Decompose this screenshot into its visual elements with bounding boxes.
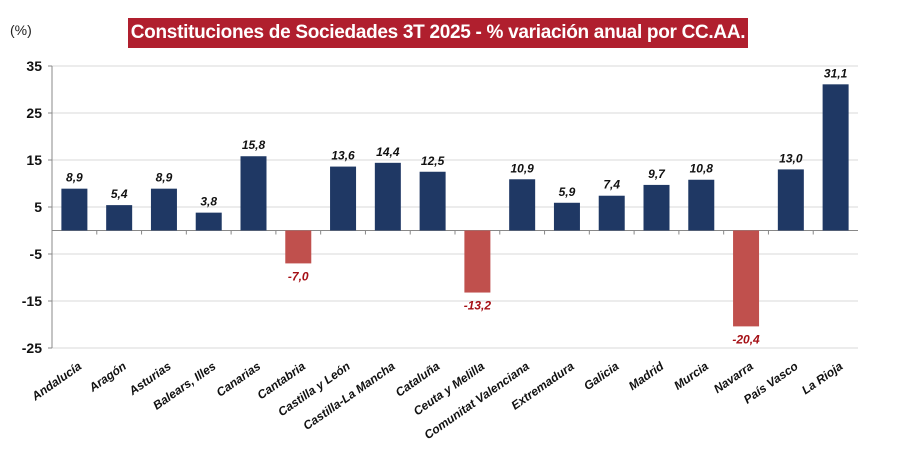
data-label: -13,2 bbox=[464, 299, 492, 313]
data-label: 3,8 bbox=[200, 195, 217, 209]
data-label: 10,8 bbox=[690, 162, 714, 176]
chart-title: Constituciones de Sociedades 3T 2025 - %… bbox=[128, 18, 748, 48]
bar-canarias bbox=[240, 156, 267, 231]
x-category-label: Andalucía bbox=[28, 359, 84, 404]
bar-pa-s-vasco bbox=[777, 169, 804, 231]
data-label: 15,8 bbox=[242, 138, 266, 152]
y-tick-label: -15 bbox=[22, 293, 42, 309]
data-label: 13,6 bbox=[331, 149, 355, 163]
bar-navarra bbox=[733, 230, 760, 327]
data-label: 7,4 bbox=[603, 178, 620, 192]
y-tick-label: 25 bbox=[26, 105, 42, 121]
y-tick-label: -25 bbox=[22, 340, 42, 356]
data-label: 5,9 bbox=[559, 185, 576, 199]
bar-arag-n bbox=[106, 205, 133, 231]
data-label: 13,0 bbox=[779, 151, 803, 165]
bar-extremadura bbox=[553, 202, 580, 231]
x-category-label: Galicia bbox=[581, 359, 622, 393]
x-category-label: Madrid bbox=[626, 359, 667, 393]
bar-comunitat-valenciana bbox=[509, 179, 536, 231]
bar-castilla-la-mancha bbox=[374, 162, 401, 231]
y-tick-label: 5 bbox=[34, 199, 42, 215]
data-label: 12,5 bbox=[421, 154, 445, 168]
y-tick-label: 35 bbox=[26, 58, 42, 74]
y-axis-unit-label: (%) bbox=[10, 22, 32, 38]
bar-balears-illes bbox=[195, 212, 222, 231]
data-label: 9,7 bbox=[648, 167, 666, 181]
bar-catalu-a bbox=[419, 171, 446, 231]
data-label: 5,4 bbox=[111, 187, 128, 201]
bar-ceuta-y-melilla bbox=[464, 230, 491, 293]
data-label: -7,0 bbox=[288, 269, 309, 283]
bar-murcia bbox=[688, 179, 715, 231]
bar-cantabria bbox=[285, 230, 312, 264]
bar-castilla-y-le-n bbox=[330, 166, 357, 231]
y-tick-label: 15 bbox=[26, 152, 42, 168]
y-tick-label: -5 bbox=[30, 246, 43, 262]
x-category-label: Murcia bbox=[671, 359, 711, 393]
data-label: 14,4 bbox=[376, 145, 400, 159]
x-category-label: Aragón bbox=[86, 359, 129, 395]
data-label: -20,4 bbox=[732, 332, 760, 346]
bar-madrid bbox=[643, 184, 670, 231]
bar-asturias bbox=[150, 188, 177, 231]
bar-galicia bbox=[598, 195, 625, 231]
data-label: 31,1 bbox=[824, 66, 848, 80]
data-label: 8,9 bbox=[156, 171, 173, 185]
bar-la-rioja bbox=[822, 84, 849, 231]
data-label: 10,9 bbox=[510, 161, 534, 175]
bar-andaluc-a bbox=[61, 188, 88, 231]
x-category-label: La Rioja bbox=[799, 359, 846, 397]
data-label: 8,9 bbox=[66, 171, 83, 185]
